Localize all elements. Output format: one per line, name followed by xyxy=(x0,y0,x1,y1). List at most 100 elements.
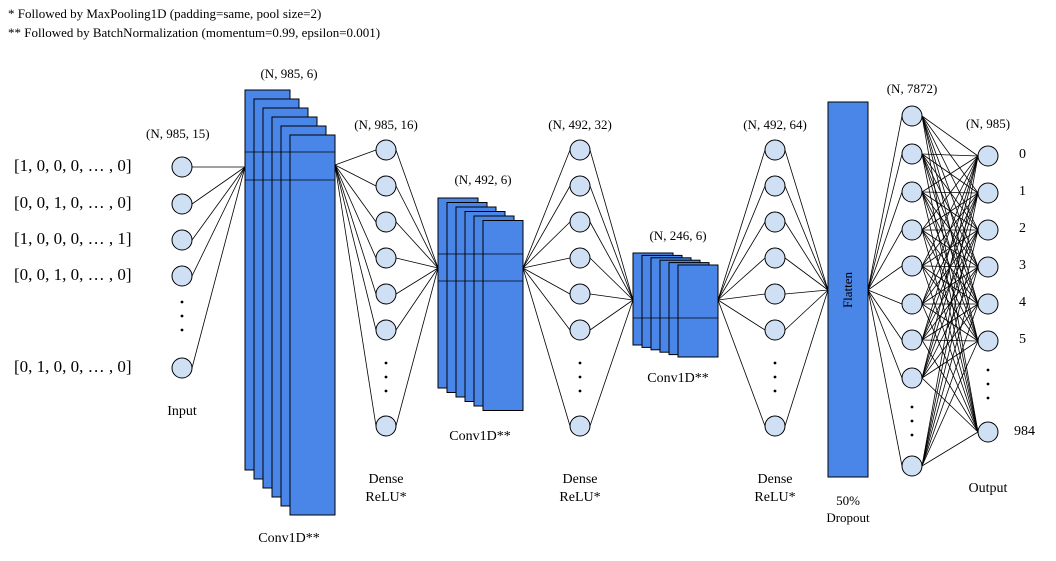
edge-dense1-conv2-1 xyxy=(395,185,439,269)
output-index-2: 2 xyxy=(1019,221,1026,236)
dense4-node-6 xyxy=(901,329,923,351)
input-node-4 xyxy=(171,357,193,379)
output-dots-2 xyxy=(986,396,990,400)
edge-dense2-conv3-0 xyxy=(589,149,634,301)
edge-dense4-output-5-0 xyxy=(921,155,979,305)
edge-dense2-conv3-5 xyxy=(589,299,634,331)
edge-dense1-conv2-0 xyxy=(395,149,439,269)
edge-flatten-dense4-7 xyxy=(867,289,903,379)
dense2-node-4 xyxy=(569,283,591,305)
edge-conv2-dense2-5 xyxy=(522,267,571,331)
dense3-node-0 xyxy=(764,139,786,161)
conv-blocks xyxy=(244,89,869,516)
dense1-label: Dense ReLU* xyxy=(365,471,406,507)
edge-dense4-output-8-5 xyxy=(921,340,979,467)
edge-conv3-dense3-1 xyxy=(717,185,766,301)
edge-dense4-output-8-2 xyxy=(921,229,979,467)
edge-dense4-output-1-0 xyxy=(921,153,979,157)
edge-dense1-conv2-4 xyxy=(395,267,439,295)
dense4-dots-1 xyxy=(910,419,914,423)
dense1-label-line2: ReLU* xyxy=(365,490,407,505)
dense3-node-3 xyxy=(764,247,786,269)
conv2-label: Conv1D** xyxy=(449,429,511,444)
footnotes: * Followed by MaxPooling1D (padding=same… xyxy=(8,4,380,42)
dense2-label-line2: ReLU* xyxy=(559,490,601,505)
output-index-3: 3 xyxy=(1019,258,1026,273)
footnote-batchnorm: ** Followed by BatchNormalization (momen… xyxy=(8,25,381,40)
dense1-dots-2 xyxy=(384,389,388,393)
dense4-dots-2 xyxy=(910,433,914,437)
edge-dense4-output-6-0 xyxy=(921,155,979,341)
dense3-dots-0 xyxy=(773,361,777,365)
conv1-shape-label: (N, 985, 6) xyxy=(260,66,318,81)
edge-dense4-output-8-3 xyxy=(921,266,979,467)
input-vector-4: [0, 0, 1, 0, … , 0] xyxy=(14,265,132,284)
edge-conv1-dense1-2 xyxy=(334,164,377,223)
dense3-dots-2 xyxy=(773,389,777,393)
edge-conv3-dense3-0 xyxy=(717,149,766,301)
dense3-label-line2: ReLU* xyxy=(754,490,796,505)
edge-conv2-dense2-3 xyxy=(522,257,571,269)
dense1-node-6 xyxy=(375,415,397,437)
dense2-node-6 xyxy=(569,415,591,437)
edge-input-conv1-4 xyxy=(191,166,246,369)
dense3-node-5 xyxy=(764,319,786,341)
input-vector-1: [1, 0, 0, 0, … , 0] xyxy=(14,156,132,175)
edge-conv1-dense1-4 xyxy=(334,164,377,295)
input-dots-0 xyxy=(180,300,184,304)
dense1-dots-0 xyxy=(384,361,388,365)
dense2-node-2 xyxy=(569,211,591,233)
output-index-5: 5 xyxy=(1019,332,1026,347)
dense3-dots-1 xyxy=(773,375,777,379)
edge-dense1-conv2-2 xyxy=(395,221,439,269)
conv3-shape-label: (N, 246, 6) xyxy=(649,228,707,243)
dense1-node-2 xyxy=(375,211,397,233)
dense2-node-1 xyxy=(569,175,591,197)
edge-dense3-flatten-2 xyxy=(784,221,829,291)
dense4-shape-label: (N, 7872) xyxy=(886,81,938,96)
dense3-label-line1: Dense xyxy=(757,472,793,487)
conv1-label: Conv1D** xyxy=(258,531,320,546)
edge-dense3-flatten-5 xyxy=(784,289,829,331)
edge-flatten-dense4-4 xyxy=(867,265,903,291)
edge-flatten-dense4-1 xyxy=(867,153,903,291)
edge-dense4-output-7-3 xyxy=(921,266,979,379)
ellipsis-dots xyxy=(180,300,990,437)
output-index-1: 1 xyxy=(1019,184,1026,199)
edge-conv2-dense2-2 xyxy=(522,221,571,269)
edge-input-conv1-3 xyxy=(191,166,246,277)
dense3-node-6 xyxy=(764,415,786,437)
edge-dense3-flatten-6 xyxy=(784,289,829,427)
dense3-label: Dense ReLU* xyxy=(754,471,795,507)
output-node-4 xyxy=(977,293,999,315)
dense1-dots-1 xyxy=(384,375,388,379)
edge-dense1-conv2-6 xyxy=(395,267,439,427)
edge-dense2-conv3-3 xyxy=(589,257,634,301)
conv3-block-layer-5 xyxy=(677,264,719,358)
dense4-node-2 xyxy=(901,181,923,203)
edge-flatten-dense4-2 xyxy=(867,191,903,291)
edge-dense1-conv2-5 xyxy=(395,267,439,331)
dense2-node-3 xyxy=(569,247,591,269)
edge-dense4-output-5-6 xyxy=(921,303,979,433)
edge-dense3-flatten-1 xyxy=(784,185,829,291)
edge-dense3-flatten-4 xyxy=(784,289,829,295)
connections xyxy=(191,115,979,467)
edge-flatten-dense4-3 xyxy=(867,229,903,291)
edge-dense4-output-7-5 xyxy=(921,340,979,379)
dense1-node-0 xyxy=(375,139,397,161)
dense1-node-3 xyxy=(375,247,397,269)
output-label: Output xyxy=(968,481,1008,496)
flatten-bar xyxy=(827,101,869,478)
dropout-word: Dropout xyxy=(826,510,870,525)
flatten-label: Flatten xyxy=(840,271,855,309)
input-vector-5: [0, 1, 0, 0, … , 0] xyxy=(14,357,132,376)
edge-flatten-dense4-0 xyxy=(867,115,903,291)
dense1-node-1 xyxy=(375,175,397,197)
output-node-2 xyxy=(977,219,999,241)
input-node-0 xyxy=(171,156,193,178)
dense2-label-line1: Dense xyxy=(562,472,598,487)
input-dots-1 xyxy=(180,314,184,318)
dense4-node-0 xyxy=(901,105,923,127)
output-node-3 xyxy=(977,256,999,278)
